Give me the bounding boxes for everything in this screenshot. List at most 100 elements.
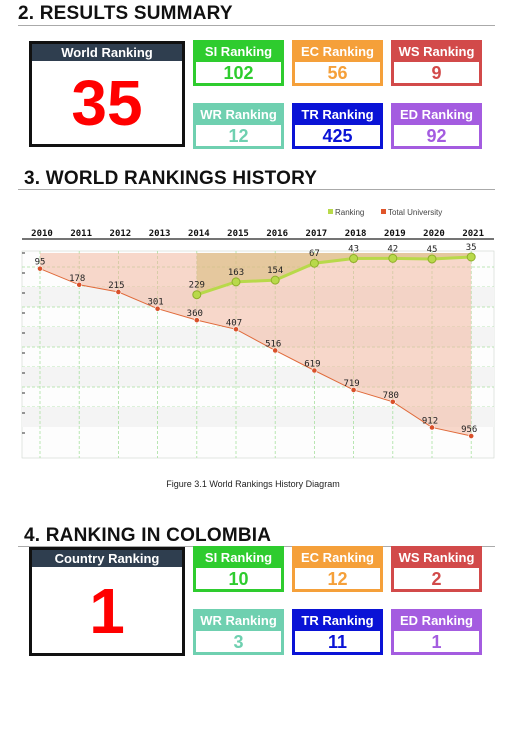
country-ranking-box: Country Ranking 1 <box>29 547 185 656</box>
wr-ranking-card: WR Ranking 3 <box>193 609 284 655</box>
total-university-point <box>468 433 475 439</box>
total-university-data-label: 912 <box>422 416 438 426</box>
total-university-data-label: 360 <box>187 309 203 319</box>
ranking-area <box>196 253 472 295</box>
total-university-line <box>39 268 472 437</box>
total-university-data-label: 719 <box>343 379 359 389</box>
ranking-card-label: EC Ranking <box>295 549 380 568</box>
ranking-card-value: 9 <box>431 63 442 83</box>
ranking-data-label: 67 <box>309 249 320 259</box>
ranking-card-value: 425 <box>322 126 353 146</box>
total-university-point <box>272 347 279 354</box>
ranking-point <box>192 290 202 300</box>
ed-ranking-card: ED Ranking 1 <box>391 609 482 655</box>
section-divider <box>18 189 495 190</box>
ranking-point <box>309 258 319 268</box>
ranking-card-label: TR Ranking <box>295 612 380 631</box>
total-university-point <box>115 289 122 295</box>
ranking-data-label: 154 <box>267 266 283 276</box>
section-title-results: 2. RESULTS SUMMARY <box>18 3 233 24</box>
world-rankings-history-chart: 95 178 215 301 360 407 516 619 719 780 912 956 229 16… <box>21 205 495 459</box>
legend-label-ranking: Ranking <box>335 208 364 217</box>
total-university-data-label: 619 <box>304 360 320 370</box>
x-tick-label: 2015 <box>227 229 249 239</box>
x-tick-label: 2014 <box>188 229 210 239</box>
total-university-data-label: 956 <box>461 425 477 435</box>
ranking-data-label: 43 <box>348 245 359 255</box>
tr-ranking-card: TR Ranking 425 <box>292 103 383 149</box>
figure-caption: Figure 3.1 World Rankings History Diagra… <box>166 479 340 489</box>
section-divider <box>18 25 495 26</box>
x-tick-label: 2016 <box>266 229 288 239</box>
total-university-data-label: 407 <box>226 318 242 328</box>
ranking-data-label: 42 <box>387 244 398 254</box>
ranking-card-value: 102 <box>223 63 254 83</box>
ranking-card-label: WR Ranking <box>196 612 281 631</box>
ranking-card-label: WS Ranking <box>394 549 479 568</box>
total-university-data-label: 301 <box>147 298 163 308</box>
ranking-point <box>466 252 476 262</box>
ws-ranking-card: WS Ranking 9 <box>391 40 482 86</box>
section-title-history: 3. WORLD RANKINGS HISTORY <box>24 168 318 189</box>
legend-swatch-ranking <box>328 209 333 214</box>
ranking-point <box>231 277 241 287</box>
ranking-card-value: 92 <box>426 126 447 146</box>
total-university-point <box>350 387 357 393</box>
total-university-point <box>154 305 161 312</box>
section-title-colombia: 4. RANKING IN COLOMBIA <box>24 525 272 546</box>
ranking-data-label: 163 <box>228 268 244 278</box>
total-university-area <box>40 253 472 436</box>
total-university-point <box>311 367 318 374</box>
total-university-data-label: 95 <box>35 258 46 268</box>
ranking-card-value: 10 <box>228 569 249 589</box>
total-university-point <box>76 281 83 288</box>
total-university-point <box>37 265 43 272</box>
ed-ranking-card: ED Ranking 92 <box>391 103 482 149</box>
x-tick-label: 2013 <box>149 229 171 239</box>
ranking-line <box>196 255 472 297</box>
country-ranking-label: Country Ranking <box>32 550 182 567</box>
total-university-point <box>429 424 435 431</box>
x-tick-label: 2011 <box>70 229 92 239</box>
world-ranking-box: World Ranking 35 <box>29 41 185 147</box>
ranking-data-label: 45 <box>427 245 438 255</box>
ec-ranking-card: EC Ranking 56 <box>292 40 383 86</box>
total-university-data-label: 516 <box>265 339 281 349</box>
ranking-card-label: SI Ranking <box>196 43 281 62</box>
total-university-data-label: 215 <box>108 281 124 291</box>
ranking-card-value: 11 <box>327 632 348 652</box>
legend-swatch-total <box>381 209 386 214</box>
ranking-point <box>349 254 359 264</box>
total-university-point <box>233 326 239 333</box>
x-tick-label: 2020 <box>423 229 445 239</box>
x-tick-label: 2021 <box>462 229 484 239</box>
total-university-data-label: 178 <box>69 274 85 284</box>
ranking-card-label: EC Ranking <box>295 43 380 62</box>
ranking-card-label: WR Ranking <box>196 106 281 125</box>
ranking-card-label: WS Ranking <box>394 43 479 62</box>
legend-label-total: Total University <box>388 208 442 217</box>
ranking-data-label: 229 <box>189 281 205 291</box>
si-ranking-card: SI Ranking 102 <box>193 40 284 86</box>
ranking-card-label: TR Ranking <box>295 106 380 125</box>
grid-band <box>22 407 494 427</box>
si-ranking-card: SI Ranking 10 <box>193 546 284 592</box>
ranking-card-value: 3 <box>233 632 244 652</box>
ranking-card-value: 12 <box>228 126 249 146</box>
ranking-card-value: 1 <box>431 632 442 652</box>
ranking-point <box>427 254 437 264</box>
x-tick-label: 2018 <box>345 229 367 239</box>
wr-ranking-card: WR Ranking 12 <box>193 103 284 149</box>
ranking-card-value: 12 <box>327 569 348 589</box>
total-university-point <box>389 398 396 405</box>
total-university-data-label: 780 <box>383 391 399 401</box>
world-ranking-value: 35 <box>71 67 143 139</box>
x-tick-label: 2019 <box>384 229 406 239</box>
total-university-point <box>193 317 200 324</box>
ranking-card-label: ED Ranking <box>394 106 479 125</box>
tr-ranking-card: TR Ranking 11 <box>292 609 383 655</box>
ranking-card-label: ED Ranking <box>394 612 479 631</box>
x-tick-label: 2012 <box>110 229 132 239</box>
world-ranking-label: World Ranking <box>32 44 182 61</box>
x-tick-label: 2010 <box>31 229 53 239</box>
